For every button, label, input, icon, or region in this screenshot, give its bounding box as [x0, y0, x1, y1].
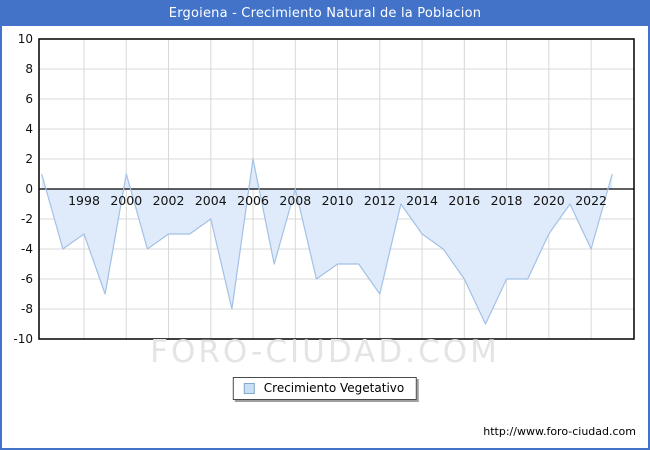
y-tick-label: 6 [25, 92, 33, 106]
y-tick-label: 10 [18, 32, 33, 46]
chart-title-bar: Ergoiena - Crecimiento Natural de la Pob… [2, 2, 648, 26]
y-tick-label: 0 [25, 182, 33, 196]
plot-border [38, 38, 635, 340]
y-tick-label: -6 [21, 272, 33, 286]
x-tick-label: 2008 [279, 193, 311, 208]
x-tick-label: 2002 [153, 193, 185, 208]
y-tick-label: -4 [21, 242, 33, 256]
x-tick-label: 2014 [406, 193, 438, 208]
y-tick-label: 8 [25, 62, 33, 76]
x-tick-label: 2012 [364, 193, 396, 208]
y-tick-label: -8 [21, 302, 33, 316]
x-tick-label: 2020 [533, 193, 565, 208]
y-tick-label: 2 [25, 152, 33, 166]
x-tick-label: 2018 [491, 193, 523, 208]
x-tick-label: 2010 [322, 193, 354, 208]
y-tick-label: -10 [13, 332, 33, 346]
footer-url: http://www.foro-ciudad.com [483, 425, 636, 438]
data-line [41, 158, 613, 325]
x-tick-label: 2000 [110, 193, 142, 208]
x-tick-label: 2006 [237, 193, 269, 208]
legend-swatch-icon [243, 382, 255, 394]
x-tick-label: 2022 [575, 193, 607, 208]
legend-label: Crecimiento Vegetativo [263, 381, 405, 395]
y-tick-label: -2 [21, 212, 33, 226]
x-tick-label: 2016 [448, 193, 480, 208]
x-tick-label: 1998 [68, 193, 100, 208]
x-tick-label: 2004 [195, 193, 227, 208]
legend: Crecimiento Vegetativo [232, 377, 418, 400]
area-fill [41, 159, 613, 324]
y-tick-label: 4 [25, 122, 33, 136]
